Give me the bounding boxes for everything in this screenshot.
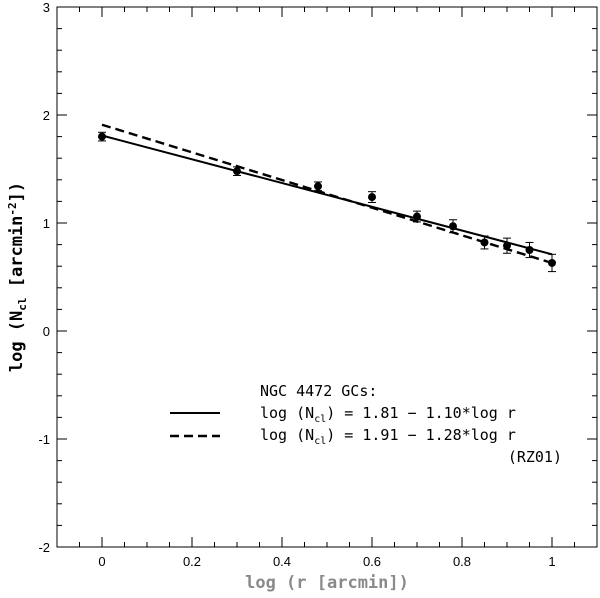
tick-labels: 0 0.2 0.4 0.6 0.8 1 -2 -1 0 1 2 3: [38, 0, 555, 569]
fit-lines: [101, 123, 553, 265]
data-point: [449, 222, 457, 231]
data-point: [314, 182, 322, 191]
y-axis-title: log (Ncl [arcmin-2]): [6, 182, 29, 372]
legend-entry-solid: log (Ncl) = 1.81 − 1.10*log r: [260, 404, 516, 425]
y-tick-label: 2: [43, 108, 50, 123]
fit-line-dashed: [101, 123, 553, 265]
x-axis-title: log (r [arcmin]): [245, 573, 409, 593]
data-point: [233, 167, 241, 176]
data-point: [413, 212, 421, 221]
y-tick-label: -2: [38, 540, 50, 555]
y-tick-label: -1: [38, 432, 50, 447]
x-tick-label: 0: [98, 554, 105, 569]
legend-note: (RZ01): [508, 448, 562, 466]
data-point: [503, 241, 511, 250]
legend: NGC 4472 GCs: log (Ncl) = 1.81 − 1.10*lo…: [170, 382, 562, 466]
plot-frame: [56, 6, 598, 548]
axis-ticks: [56, 6, 598, 548]
y-tick-label: 0: [43, 324, 50, 339]
fit-line-solid: [101, 134, 553, 256]
y-tick-label: 3: [43, 0, 50, 15]
data-point: [98, 132, 106, 141]
data-point: [480, 238, 489, 247]
legend-title: NGC 4472 GCs:: [260, 382, 377, 400]
x-tick-label: 1: [548, 554, 555, 569]
data-point: [368, 193, 376, 202]
x-tick-label: 0.6: [363, 554, 381, 569]
data-points: [98, 131, 556, 273]
y-tick-label: 1: [43, 216, 50, 231]
x-tick-label: 0.4: [273, 554, 291, 569]
data-point: [548, 258, 556, 267]
legend-entry-dashed: log (Ncl) = 1.91 − 1.28*log r: [260, 426, 516, 447]
data-point: [525, 246, 534, 254]
x-tick-label: 0.8: [453, 554, 471, 569]
x-tick-label: 0.2: [183, 554, 201, 569]
